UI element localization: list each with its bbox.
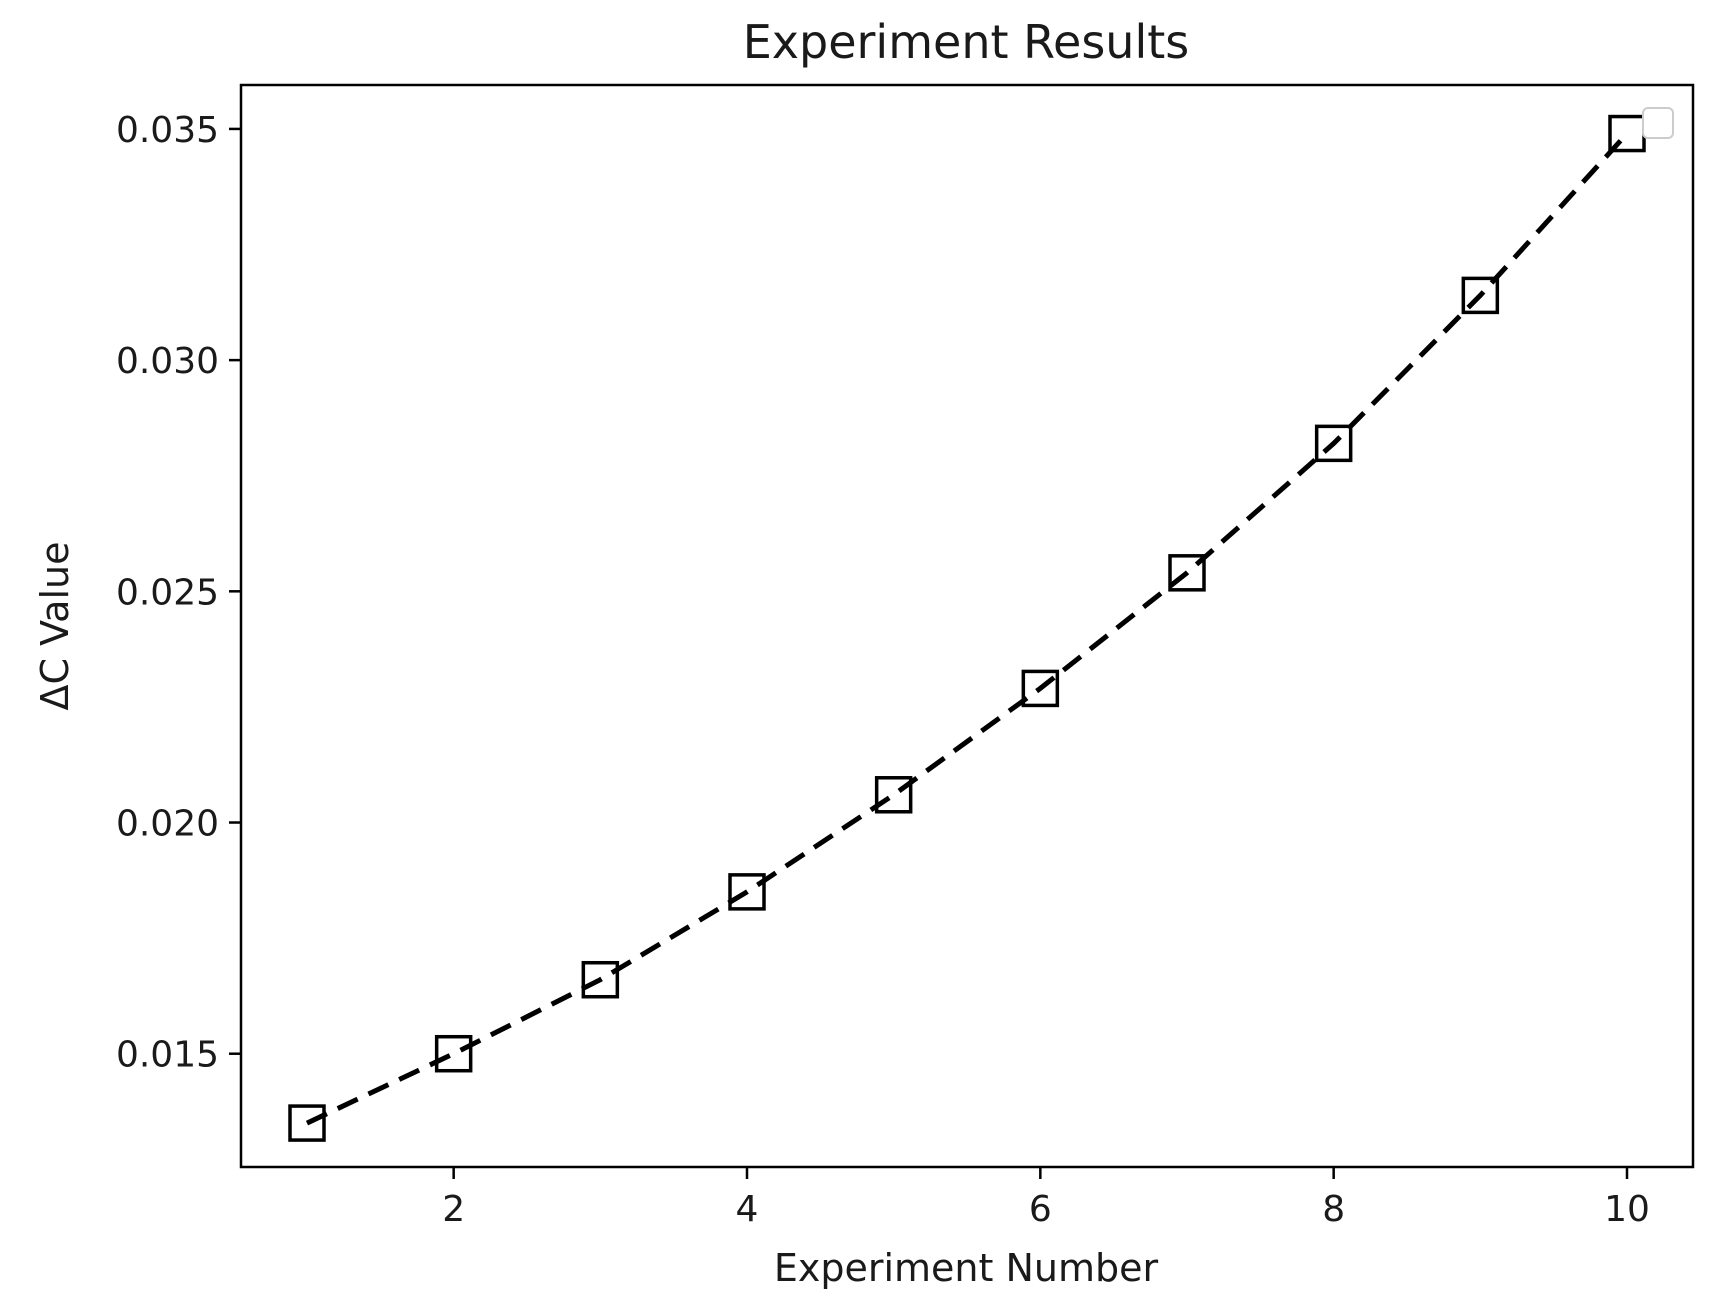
y-tick-label: 0.020 <box>116 804 219 845</box>
data-point <box>874 776 913 814</box>
legend-box <box>1642 107 1674 139</box>
data-point <box>1314 424 1353 463</box>
chart-title: Experiment Results <box>743 15 1190 69</box>
y-tick-label: 0.025 <box>116 572 219 613</box>
y-tick-label: 0.035 <box>116 110 219 151</box>
plot-area: 2 4 6 8 10 0.015 0.020 0.025 0.030 0.035 <box>116 83 1695 1230</box>
series-markers <box>288 114 1646 1142</box>
x-tick-label: 2 <box>442 1189 465 1230</box>
data-point <box>581 960 620 999</box>
data-point <box>1021 669 1060 708</box>
y-axis-label: ΔC Value <box>33 542 77 711</box>
data-point <box>1168 554 1206 592</box>
x-axis: 2 4 6 8 10 <box>442 1167 1650 1230</box>
data-point <box>728 873 766 911</box>
x-tick-label: 4 <box>736 1189 759 1230</box>
x-tick-label: 8 <box>1322 1189 1345 1230</box>
y-axis: 0.015 0.020 0.025 0.030 0.035 <box>116 110 241 1076</box>
plot-frame <box>239 83 1695 1169</box>
y-tick-label: 0.030 <box>116 341 219 382</box>
data-point <box>434 1034 473 1073</box>
x-tick-label: 6 <box>1029 1189 1052 1230</box>
y-tick-label: 0.015 <box>116 1035 219 1076</box>
series-line <box>305 131 1629 1126</box>
x-tick-label: 10 <box>1604 1189 1650 1230</box>
data-point <box>288 1104 326 1142</box>
data-point <box>1461 276 1500 315</box>
x-axis-label: Experiment Number <box>774 1246 1159 1290</box>
